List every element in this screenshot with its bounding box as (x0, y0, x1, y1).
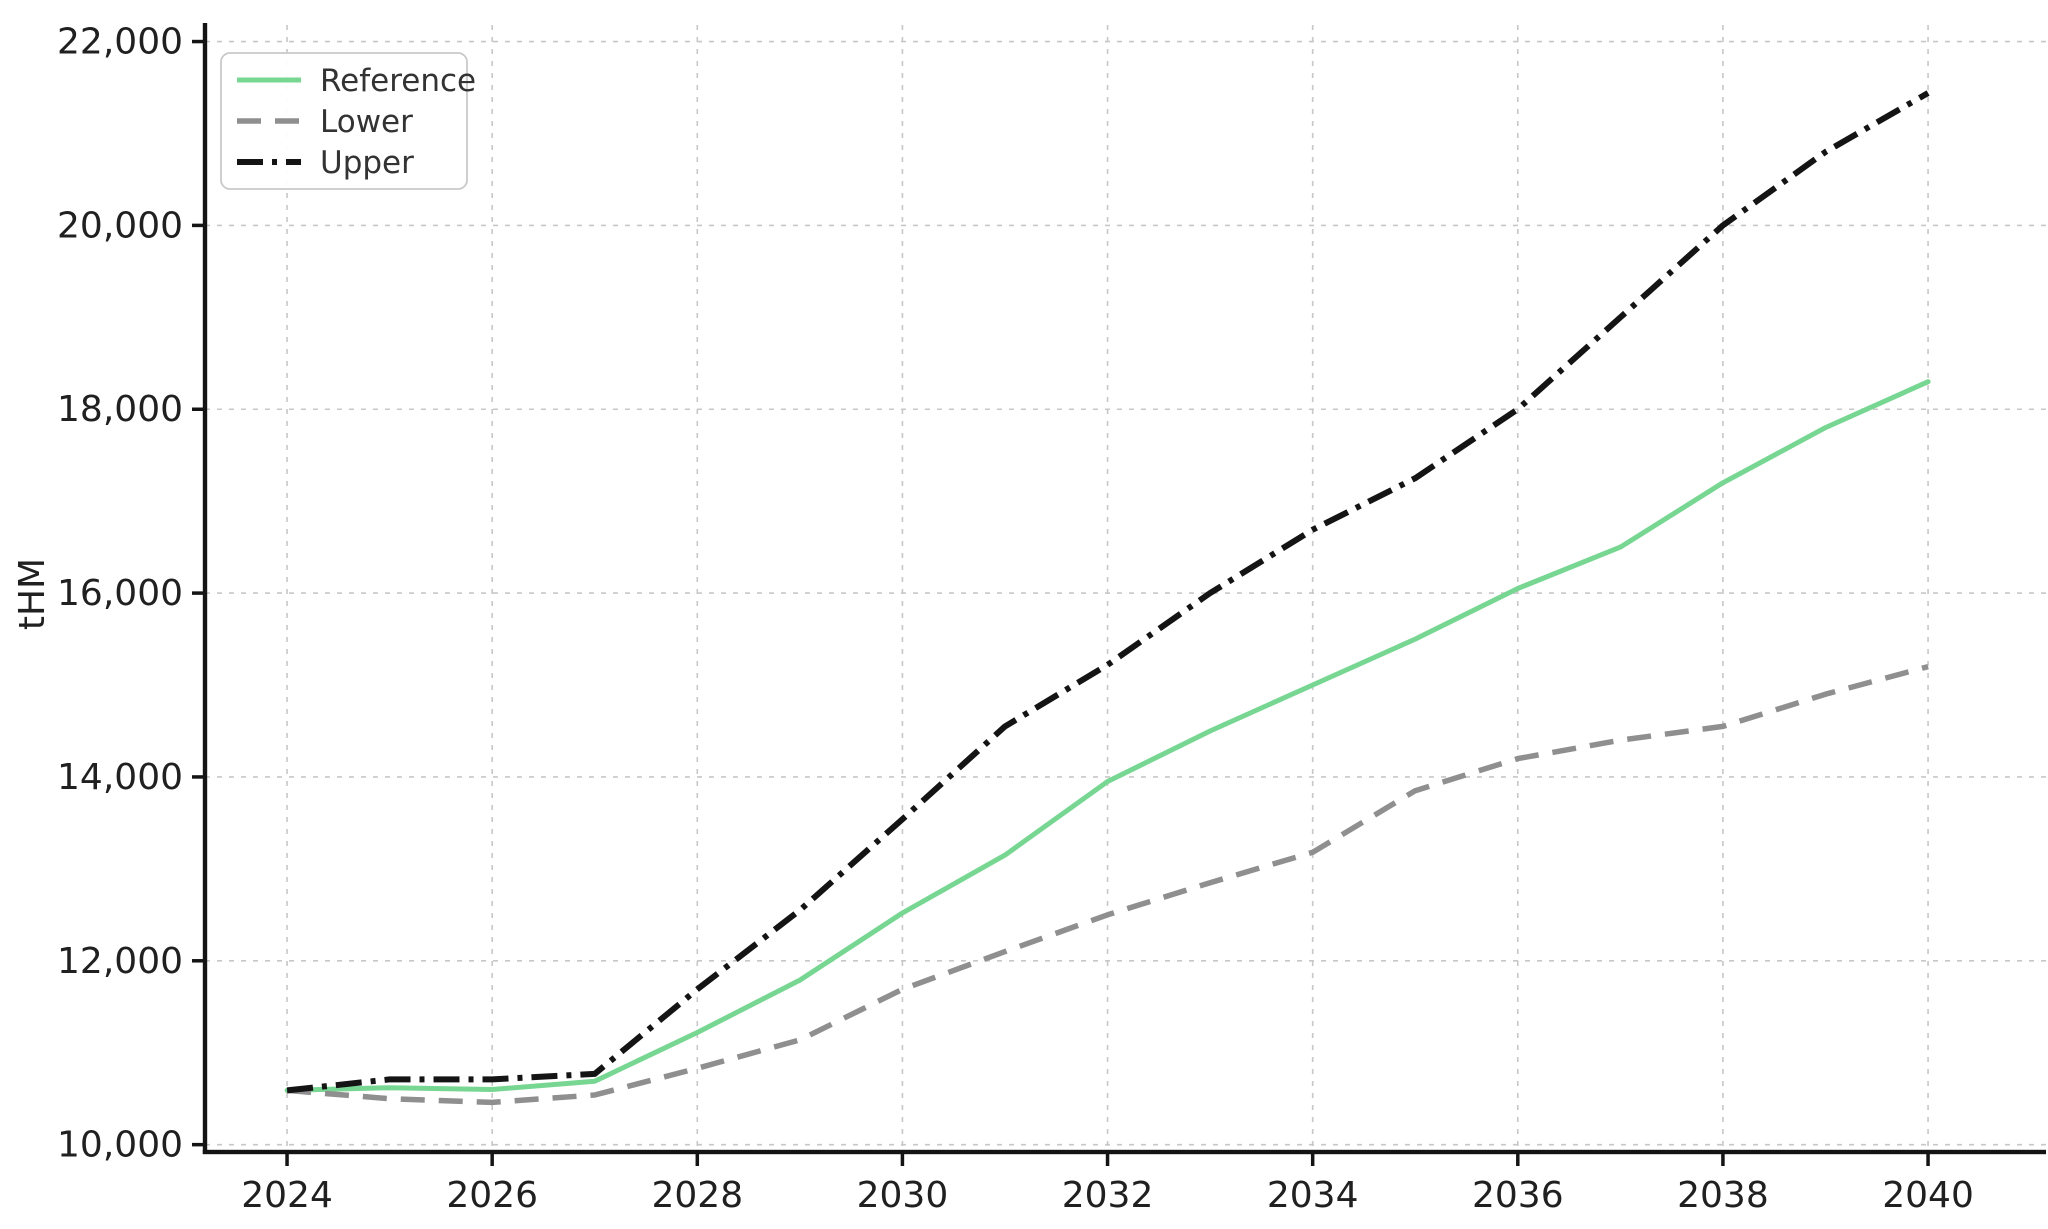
x-tick-label: 2034 (1267, 1175, 1359, 1216)
label-layer: 10,000 12,000 14,000 16,000 18,000 20,000 22,0… (57, 22, 1974, 1216)
x-tick-label: 2026 (446, 1175, 538, 1216)
legend: Reference Lower Upper (220, 52, 476, 190)
y-axis-spine (202, 23, 208, 1154)
x-tick-label: 2024 (241, 1175, 333, 1216)
x-tick-label: 2038 (1677, 1175, 1769, 1216)
y-tick-label: 22,000 (57, 22, 183, 63)
legend-label-reference: Reference (320, 63, 476, 99)
x-axis-spine (202, 1149, 2046, 1155)
legend-box (220, 52, 468, 190)
series-line-reference (284, 379, 1931, 1093)
series-layer (284, 90, 1931, 1106)
legend-label-lower: Lower (320, 104, 413, 140)
y-tick-label: 10,000 (57, 1125, 183, 1166)
x-tick-label: 2030 (857, 1175, 949, 1216)
legend-item: Lower (237, 104, 413, 140)
y-axis-title: tHM (12, 558, 53, 630)
legend-label-upper: Upper (320, 145, 414, 181)
x-tick-label: 2036 (1472, 1175, 1564, 1216)
x-tick-label: 2028 (651, 1175, 743, 1216)
series-line-lower (286, 663, 1929, 1106)
y-tick-label: 14,000 (57, 757, 183, 798)
y-tick-label: 12,000 (57, 941, 183, 982)
axes-layer (192, 23, 2046, 1166)
x-tick-label: 2032 (1062, 1175, 1154, 1216)
y-tick-label: 16,000 (57, 573, 183, 614)
x-tick-label: 2040 (1882, 1175, 1974, 1216)
y-tick-label: 20,000 (57, 205, 183, 246)
y-tick-label: 18,000 (57, 389, 183, 430)
series-line-upper (286, 90, 1930, 1094)
legend-item: Reference (237, 63, 476, 99)
grid-layer (205, 25, 2046, 1152)
legend-item: Upper (237, 145, 414, 181)
